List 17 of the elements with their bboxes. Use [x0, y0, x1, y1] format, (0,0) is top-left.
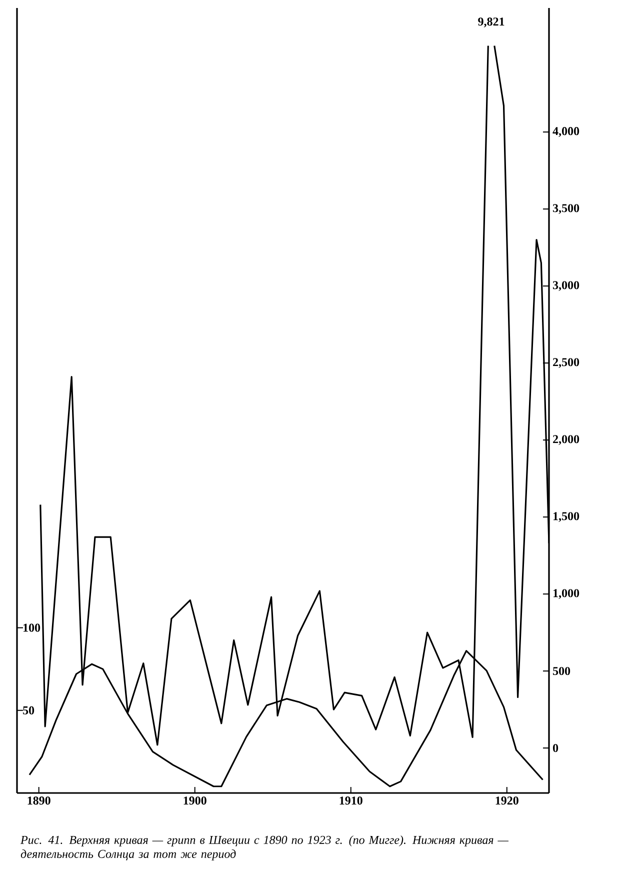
y-tick-label: 100	[23, 624, 40, 632]
y2-tick-label: 3,500	[552, 204, 580, 214]
y2-tick-label: 2,500	[553, 358, 580, 368]
y2-tick-label: 2,000	[553, 435, 580, 445]
y2-tick-label: 1,000	[553, 589, 580, 599]
y2-tick-label: 0	[552, 744, 558, 752]
x-tick-label: 1920	[496, 796, 518, 805]
x-tick-label: 1890	[28, 796, 50, 805]
y2-tick-label: 1,500	[553, 512, 580, 522]
y-tick-label: 50	[23, 706, 34, 714]
y2-tick-label: 3,000	[552, 281, 580, 291]
x-tick-label: 1900	[184, 796, 206, 805]
y2-tick-label: 4,000	[552, 127, 580, 137]
text: Рис. 41. Верхняя кривая — грипп в Швеции с 1890 по 1923 г. (по Мигге). Нижняя кривая — деятельность Солнца за тот же период	[20, 836, 508, 860]
y2-tick-label: 500	[553, 666, 570, 676]
x-tick-label: 1910	[340, 796, 362, 805]
annotation: 9,821	[478, 18, 504, 28]
